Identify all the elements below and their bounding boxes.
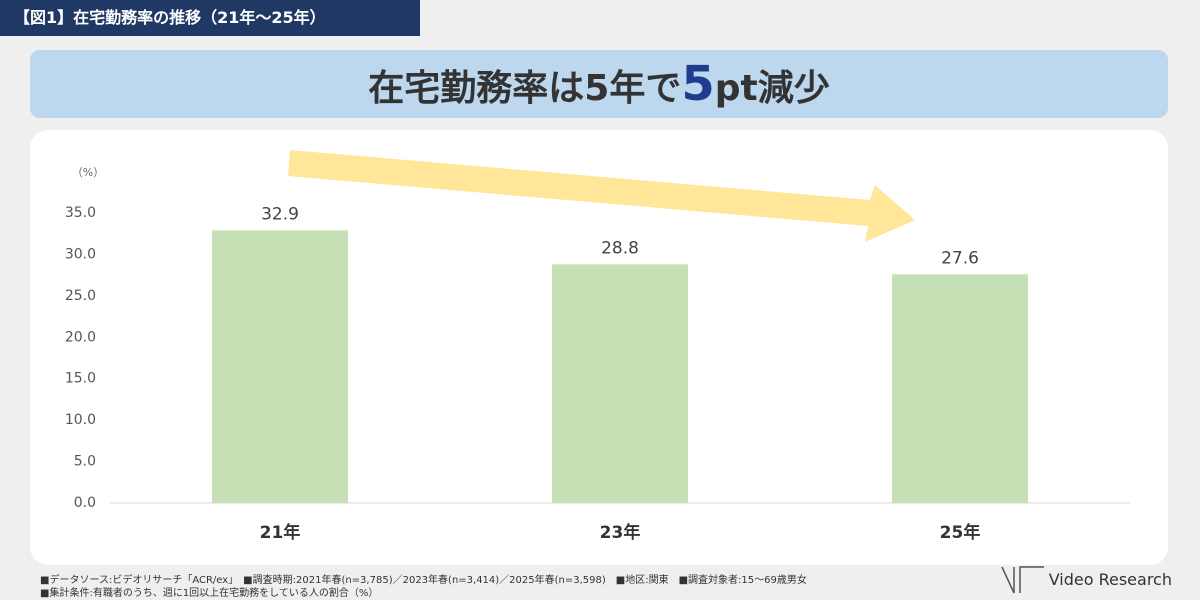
y-tick-label: 25.0 [65, 288, 96, 304]
headline-emphasis: 5 [681, 56, 715, 112]
data-label: 28.8 [601, 238, 639, 258]
y-tick-label: 20.0 [65, 329, 96, 345]
x-tick-label: 21年 [260, 522, 301, 543]
bar [892, 274, 1028, 503]
y-tick-label: 10.0 [65, 412, 96, 428]
logo: Video Research [1048, 570, 1172, 589]
x-tick-label: 23年 [600, 522, 641, 543]
logo-mark [1001, 566, 1044, 594]
x-tick-label: 25年 [940, 522, 981, 543]
footnote: ■集計条件:有職者のうち、週に1回以上在宅勤務をしている人の割合（%） [40, 588, 379, 599]
y-tick-label: 0.0 [74, 495, 96, 511]
trend-arrow [288, 150, 915, 242]
unit-label: （%） [72, 166, 104, 179]
headline-text: 在宅勤務率は5年で [368, 68, 682, 109]
headline-text: pt減少 [714, 68, 830, 109]
headline: 在宅勤務率は5年で5pt減少 [30, 50, 1168, 118]
y-tick-label: 5.0 [74, 454, 96, 470]
y-tick-label: 30.0 [65, 246, 96, 262]
footnote: ■データソース:ビデオリサーチ「ACR/ex」 ■調査時期:2021年春(n=3… [40, 575, 807, 586]
figure-tag: 【図1】在宅勤務率の推移（21年～25年） [0, 0, 420, 36]
bar [212, 230, 348, 503]
y-tick-label: 35.0 [65, 205, 96, 221]
y-tick-label: 15.0 [65, 371, 96, 387]
data-label: 27.6 [941, 248, 979, 268]
bar [552, 264, 688, 503]
data-label: 32.9 [261, 204, 299, 224]
